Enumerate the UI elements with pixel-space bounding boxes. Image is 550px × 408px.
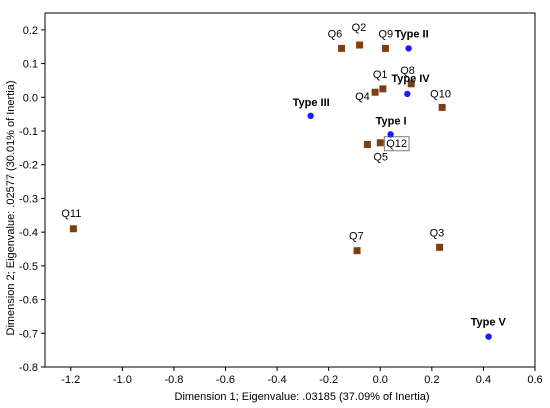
data-point-label: Q1 [373,69,388,81]
data-point-circle [307,112,314,120]
y-tick-label: -0.4 [19,227,38,239]
data-point-label: Q2 [352,22,367,34]
data-point-label: Q9 [378,28,393,40]
plot-layer: -1.2 -1.0 -0.8 -0.6 -0.4 -0.2 0.0 0.2 0.4 0.6 0.2 0… [19,12,543,386]
y-tick-label: -0.7 [19,328,38,340]
x-tick-label: -0.2 [319,374,338,386]
data-point-circle [387,131,394,138]
data-point-circle [485,333,492,340]
data-point-square [371,88,379,96]
data-point-label: Q4 [355,91,370,103]
data-point-circle [405,45,412,52]
x-tick-label: -0.8 [164,374,183,386]
data-point-label: Type I [376,115,407,127]
x-tick-label: -0.4 [268,374,287,386]
x-tick-label: 0.2 [424,374,439,386]
data-point-label: Q10 [430,88,451,100]
y-tick-label: 0.0 [23,92,38,104]
y-tick-label: -0.8 [19,362,38,374]
data-point-label: Type IV [391,73,430,85]
data-point-label: Q11 [61,208,81,220]
data-point-label: Q7 [349,231,364,243]
y-tick-label: -0.2 [19,160,38,172]
x-tick-label: -1.2 [61,374,80,386]
y-tick-label: -0.6 [19,295,38,307]
y-tick-label: -0.3 [19,193,38,205]
data-point-square [438,103,446,111]
data-point-circle [404,90,411,98]
plot-frame [44,12,536,368]
data-point-label: Q5 [373,151,388,163]
data-point-label: Type III [293,97,330,109]
y-axis-title: Dimension 2; Eigenvalue: .02577 (30.01% … [5,81,17,336]
data-point-square [379,85,387,93]
data-point-label: Q12 [386,138,407,150]
x-tick-label: 0.4 [476,374,491,386]
data-point-label: Q6 [328,28,343,40]
x-tick-label: -1.0 [113,374,132,386]
data-point-label: Type V [471,317,507,329]
data-point-label: Q8 [400,65,415,77]
y-tick-label: -0.1 [19,126,38,138]
data-point-square [69,225,77,233]
data-point-square [363,140,371,148]
x-tick-label: 0.0 [373,374,388,386]
y-tick-label: 0.2 [23,25,38,37]
y-tick-label: 0.1 [23,59,38,71]
data-point-square [353,247,361,255]
y-tick-label: -0.5 [19,261,38,273]
data-point-square [376,139,384,147]
x-tick-label: -0.6 [216,374,235,386]
data-point-square [338,44,346,52]
data-point-label: Type II [395,28,429,40]
data-point-square [407,80,415,88]
data-point-label: Q3 [430,227,445,239]
data-point-square [356,41,364,49]
x-axis-title: Dimension 1; Eigenvalue: .03185 (37.09% … [175,391,430,403]
data-point-square [381,44,389,52]
q12-label-box [383,136,410,152]
data-point-square [436,243,444,251]
x-tick-label: 0.6 [527,374,542,386]
